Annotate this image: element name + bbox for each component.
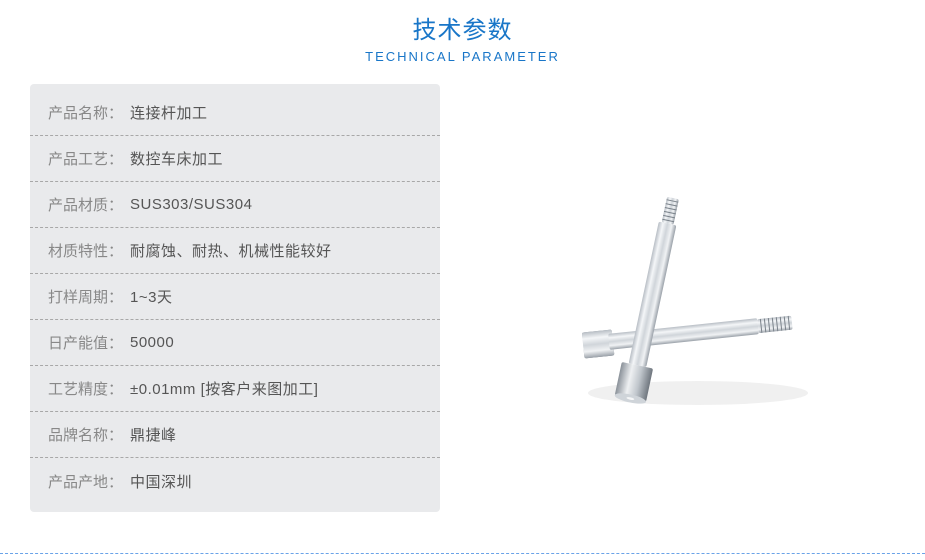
content-area: 产品名称 连接杆加工 产品工艺 数控车床加工 产品材质 SUS303/SUS30… <box>0 84 925 512</box>
product-illustration <box>528 168 848 428</box>
spec-value: 鼎捷峰 <box>130 424 177 445</box>
spec-value: SUS303/SUS304 <box>130 196 252 213</box>
spec-label: 产品工艺 <box>48 148 130 169</box>
spec-value: 1~3天 <box>130 286 172 307</box>
spec-table: 产品名称 连接杆加工 产品工艺 数控车床加工 产品材质 SUS303/SUS30… <box>30 84 440 512</box>
spec-row: 产品材质 SUS303/SUS304 <box>30 182 440 228</box>
header: 技术参数 TECHNICAL PARAMETER <box>0 0 925 64</box>
spec-value: 数控车床加工 <box>130 148 223 169</box>
spec-row: 品牌名称 鼎捷峰 <box>30 412 440 458</box>
bottom-dashed-line <box>0 553 925 554</box>
product-image-area <box>440 84 895 512</box>
spec-row: 日产能值 50000 <box>30 320 440 366</box>
spec-label: 材质特性 <box>48 240 130 261</box>
spec-row: 材质特性 耐腐蚀、耐热、机械性能较好 <box>30 228 440 274</box>
spec-row: 产品产地 中国深圳 <box>30 458 440 504</box>
spec-value: ±0.01mm [按客户来图加工] <box>130 378 318 399</box>
spec-row: 产品名称 连接杆加工 <box>30 90 440 136</box>
title-chinese: 技术参数 <box>0 10 925 45</box>
spec-label: 产品材质 <box>48 194 130 215</box>
title-english: TECHNICAL PARAMETER <box>0 49 925 64</box>
spec-value: 连接杆加工 <box>130 102 208 123</box>
spec-label: 工艺精度 <box>48 378 130 399</box>
spec-label: 日产能值 <box>48 332 130 353</box>
spec-label: 打样周期 <box>48 286 130 307</box>
spec-value: 中国深圳 <box>130 471 192 492</box>
spec-label: 品牌名称 <box>48 424 130 445</box>
spec-value: 耐腐蚀、耐热、机械性能较好 <box>130 240 332 261</box>
spec-row: 产品工艺 数控车床加工 <box>30 136 440 182</box>
spec-label: 产品产地 <box>48 471 130 492</box>
spec-row: 打样周期 1~3天 <box>30 274 440 320</box>
spec-row: 工艺精度 ±0.01mm [按客户来图加工] <box>30 366 440 412</box>
spec-label: 产品名称 <box>48 102 130 123</box>
spec-value: 50000 <box>130 334 174 351</box>
